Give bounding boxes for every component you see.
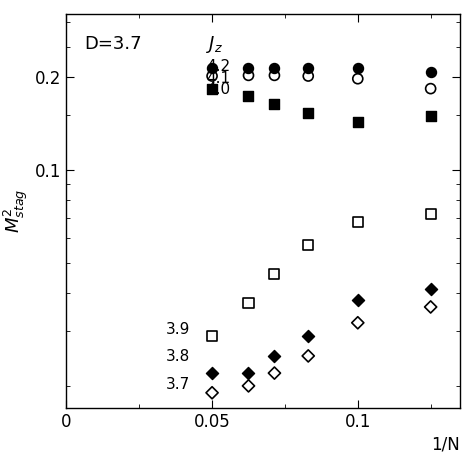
Text: 4.2: 4.2 bbox=[206, 59, 230, 74]
Point bbox=[271, 72, 278, 79]
Text: 4.1: 4.1 bbox=[206, 71, 230, 86]
Point bbox=[304, 109, 312, 116]
Point bbox=[208, 333, 216, 340]
Text: 3.8: 3.8 bbox=[165, 350, 190, 365]
Text: 3.7: 3.7 bbox=[165, 377, 190, 392]
Point bbox=[245, 382, 252, 390]
Point bbox=[427, 68, 435, 76]
Point bbox=[304, 72, 312, 80]
Point bbox=[245, 92, 252, 100]
Point bbox=[208, 389, 216, 396]
Text: D=3.7: D=3.7 bbox=[84, 35, 141, 53]
Text: 3.9: 3.9 bbox=[165, 322, 190, 337]
Point bbox=[271, 64, 278, 71]
Point bbox=[208, 65, 216, 72]
Point bbox=[245, 370, 252, 377]
Point bbox=[271, 101, 278, 108]
Point bbox=[271, 370, 278, 377]
Point bbox=[208, 85, 216, 92]
Point bbox=[304, 241, 312, 249]
Point bbox=[271, 270, 278, 278]
Point bbox=[304, 333, 312, 340]
Point bbox=[245, 72, 252, 79]
Point bbox=[245, 299, 252, 307]
Point bbox=[427, 210, 435, 217]
Point bbox=[427, 286, 435, 293]
Point bbox=[304, 352, 312, 360]
Text: 1/N: 1/N bbox=[431, 435, 460, 453]
Text: 4.0: 4.0 bbox=[206, 82, 230, 97]
Point bbox=[354, 118, 362, 125]
Point bbox=[354, 75, 362, 82]
Point bbox=[271, 352, 278, 360]
Point bbox=[354, 296, 362, 304]
Point bbox=[427, 304, 435, 311]
Point bbox=[208, 370, 216, 377]
Point bbox=[208, 72, 216, 80]
Point bbox=[354, 218, 362, 225]
Y-axis label: $M^2_{stag}$: $M^2_{stag}$ bbox=[1, 188, 29, 233]
Point bbox=[427, 85, 435, 92]
Point bbox=[304, 64, 312, 71]
Point bbox=[354, 319, 362, 327]
Point bbox=[354, 65, 362, 72]
Text: $J_z$: $J_z$ bbox=[206, 34, 223, 54]
Point bbox=[245, 64, 252, 71]
Point bbox=[427, 113, 435, 120]
